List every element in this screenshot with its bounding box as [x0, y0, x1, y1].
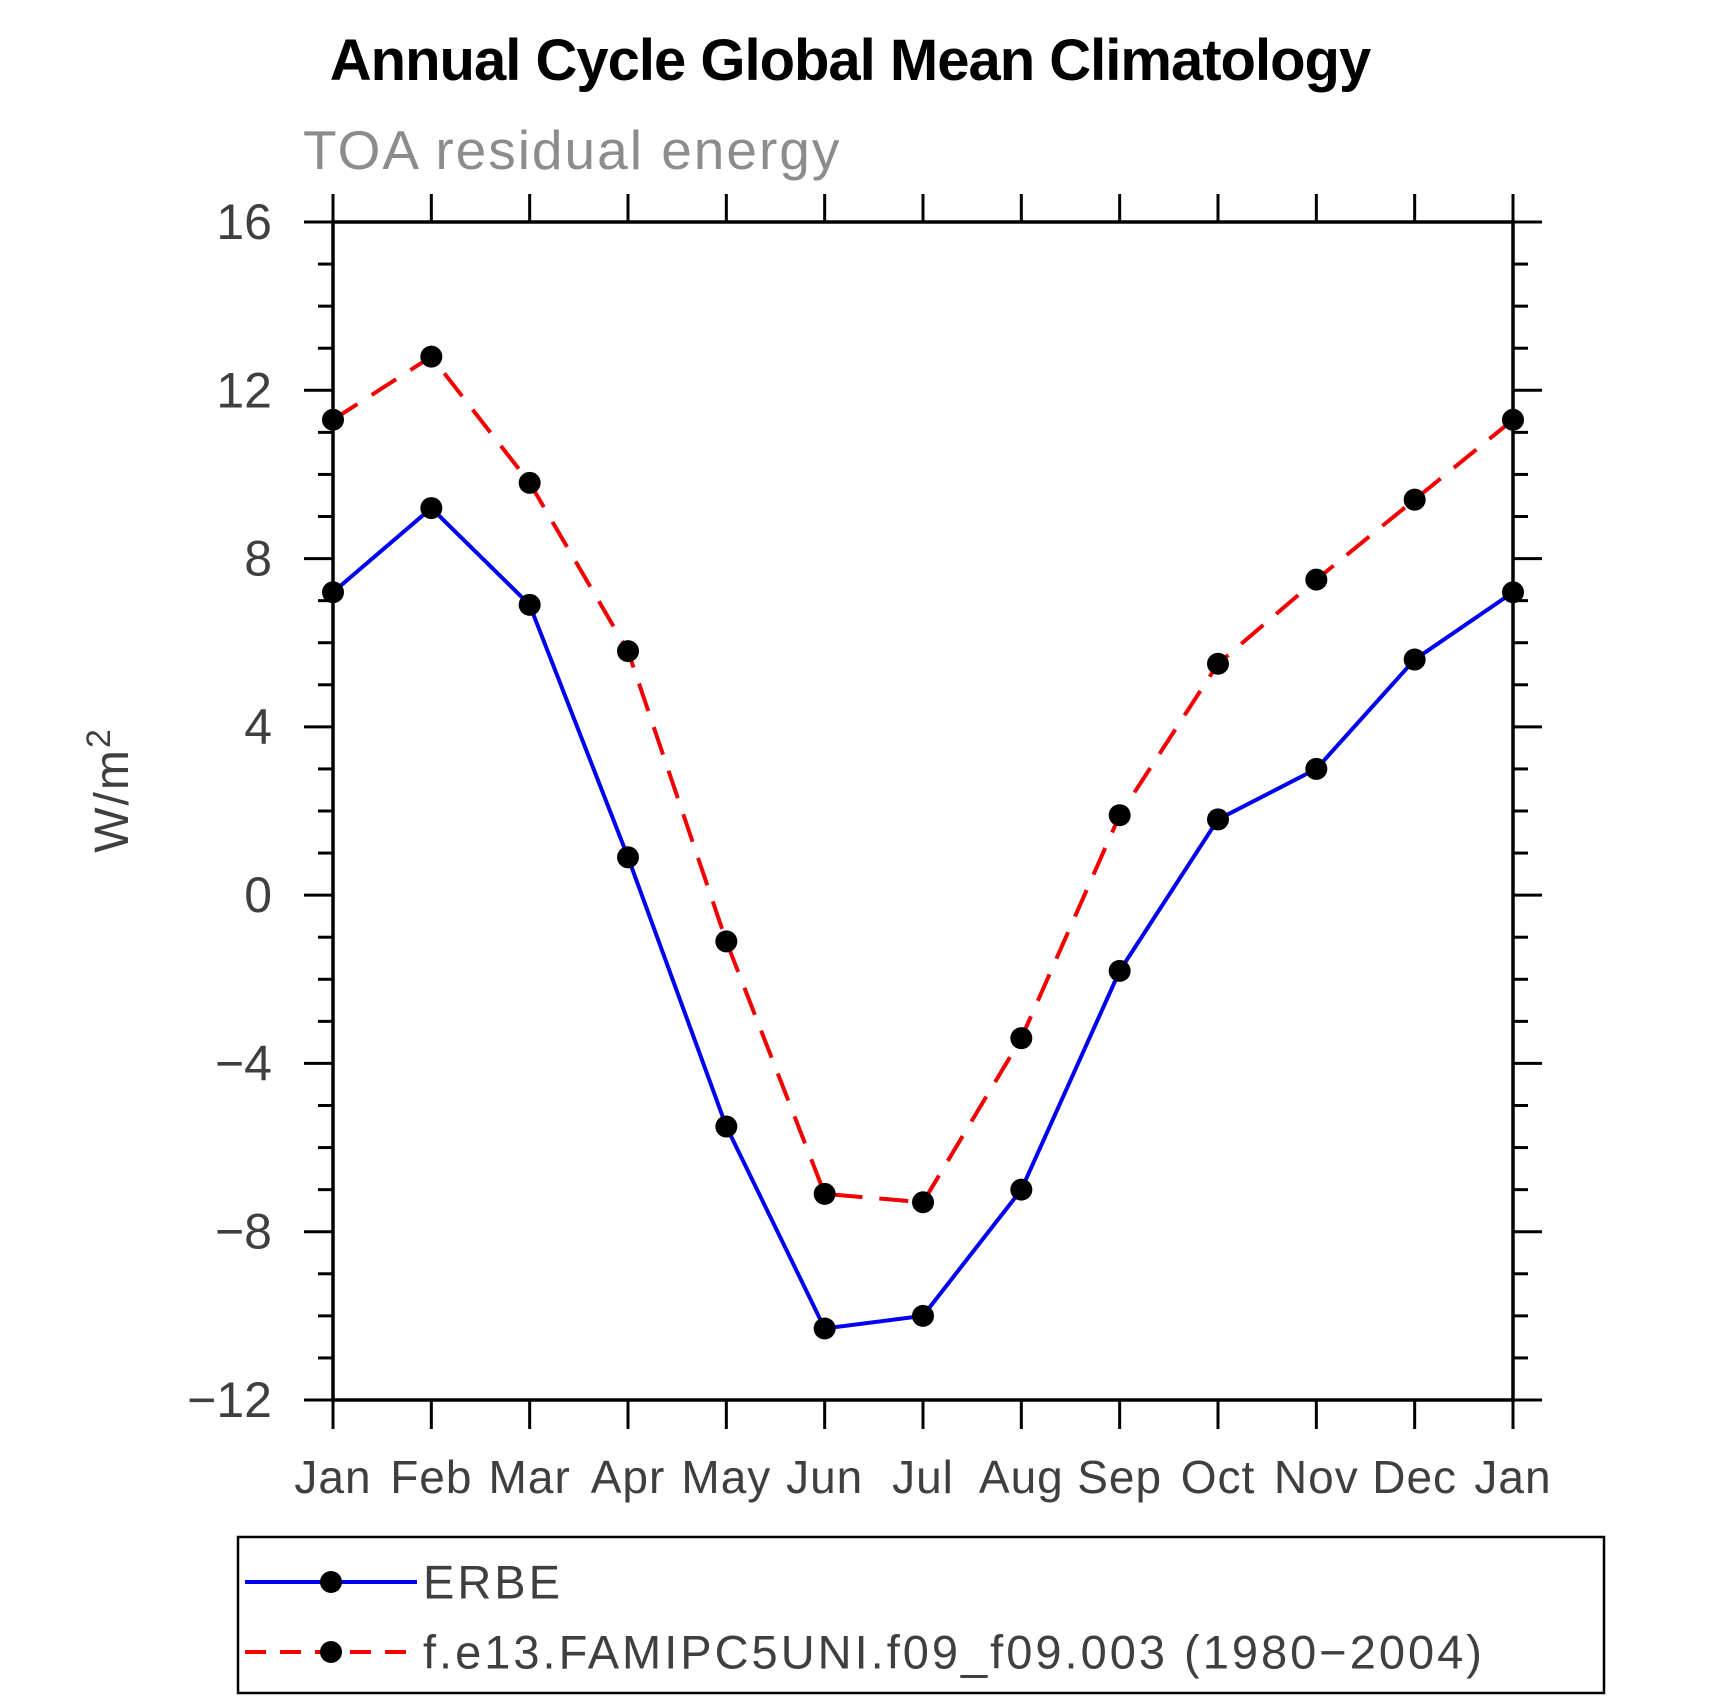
series-layer: [322, 345, 1524, 1340]
data-point: [1207, 808, 1229, 831]
data-point: [813, 1317, 836, 1340]
data-point: [518, 471, 541, 494]
data-point: [420, 345, 443, 368]
x-tick-label: Aug: [979, 1451, 1064, 1503]
data-point: [1108, 804, 1131, 827]
data-point: [518, 593, 541, 616]
legend: ERBE f.e13.FAMIPC5UNI.f09_f09.003 (1980−…: [236, 1535, 1606, 1695]
data-point: [1010, 1178, 1033, 1201]
y-tick-label: 4: [244, 699, 272, 755]
data-point: [813, 1182, 836, 1205]
plot-frame: [331, 220, 1515, 1402]
chart-title: Annual Cycle Global Mean Climatology: [330, 28, 1371, 93]
data-point: [1502, 408, 1524, 431]
data-point: [715, 1115, 738, 1138]
series-line-1: [331, 353, 1515, 1205]
y-tick-label: −12: [187, 1372, 272, 1428]
legend-entry-erbe: ERBE: [245, 1556, 563, 1609]
x-tick-label: Dec: [1372, 1451, 1457, 1503]
legend-marker-circle: [320, 1571, 342, 1593]
data-point: [912, 1304, 934, 1327]
x-tick-label: Sep: [1077, 1451, 1162, 1503]
data-point: [912, 1191, 934, 1214]
legend-box: [236, 1535, 1606, 1695]
data-point: [1207, 652, 1229, 675]
data-point: [715, 930, 738, 953]
data-point: [1403, 648, 1426, 671]
legend-entry-model: f.e13.FAMIPC5UNI.f09_f09.003 (1980−2004): [245, 1626, 1485, 1679]
data-point: [617, 640, 639, 663]
data-point: [1305, 757, 1328, 780]
data-point: [322, 581, 344, 604]
x-tick-label: Oct: [1181, 1451, 1256, 1503]
legend-label-model: f.e13.FAMIPC5UNI.f09_f09.003 (1980−2004): [423, 1626, 1485, 1679]
data-point: [1108, 959, 1131, 982]
chart-subtitle: TOA residual energy: [303, 119, 841, 181]
data-point: [1010, 1027, 1033, 1050]
x-tick-label: Apr: [591, 1451, 666, 1503]
y-tick-label: −4: [215, 1035, 272, 1091]
axes-layer: −12 −8 −4 0 4 8 12 16 Jan Feb Mar Apr May Jun Jul Aug Se…: [187, 194, 1551, 1503]
x-tick-label: Jan: [1474, 1451, 1551, 1503]
y-tick-label: 8: [244, 531, 272, 587]
data-point: [1403, 488, 1426, 511]
data-point: [1305, 568, 1328, 591]
data-point: [420, 497, 443, 520]
x-tick-label: Mar: [489, 1451, 571, 1503]
legend-marker-circle: [320, 1641, 342, 1663]
legend-label-erbe: ERBE: [423, 1556, 563, 1609]
data-point: [617, 846, 639, 869]
x-tick-label: Jan: [294, 1451, 371, 1503]
x-tick-label: Jun: [786, 1451, 863, 1503]
data-point: [1502, 581, 1524, 604]
x-tick-label: Nov: [1274, 1451, 1359, 1503]
y-tick-label: 12: [216, 362, 272, 418]
y-tick-label: 0: [244, 867, 272, 923]
y-tick-label: −8: [215, 1204, 272, 1260]
x-tick-label: May: [681, 1451, 771, 1503]
data-point: [322, 408, 344, 431]
y-axis-label: W/m2: [80, 727, 139, 853]
y-tick-label: 16: [216, 194, 272, 250]
x-tick-label: Feb: [390, 1451, 472, 1503]
x-tick-label: Jul: [892, 1451, 954, 1503]
